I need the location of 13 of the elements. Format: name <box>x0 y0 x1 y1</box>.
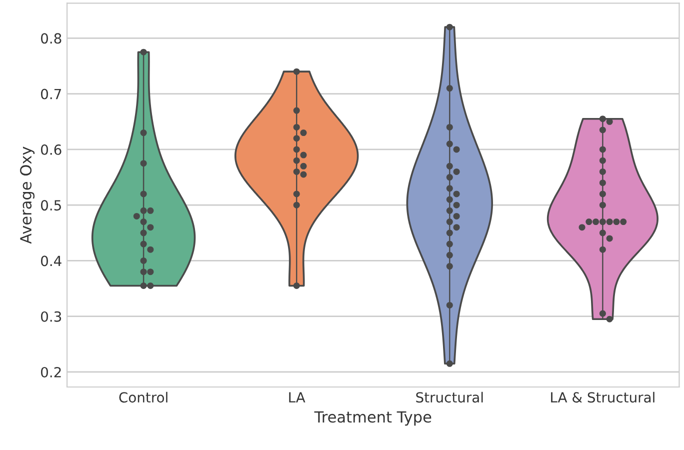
x-tick-label: LA <box>289 392 306 402</box>
y-tick-label: 0.4 <box>41 256 62 266</box>
x-tick-label: LA & Structural <box>551 392 654 403</box>
y-tick-label: 0.2 <box>41 366 61 378</box>
x-tick-label: Control <box>119 392 168 403</box>
y-tick-label: 0.8 <box>41 33 62 44</box>
y-tick-label: 0.7 <box>41 88 61 100</box>
y-tick-label: 0.5 <box>41 200 61 211</box>
x-tick-label: Structural <box>416 392 483 403</box>
y-tick-label: 0.6 <box>41 144 62 155</box>
y-axis-title: Average Oxy <box>20 146 35 244</box>
x-axis-title: Treatment Type <box>314 411 432 426</box>
y-tick-label: 0.3 <box>41 311 62 322</box>
